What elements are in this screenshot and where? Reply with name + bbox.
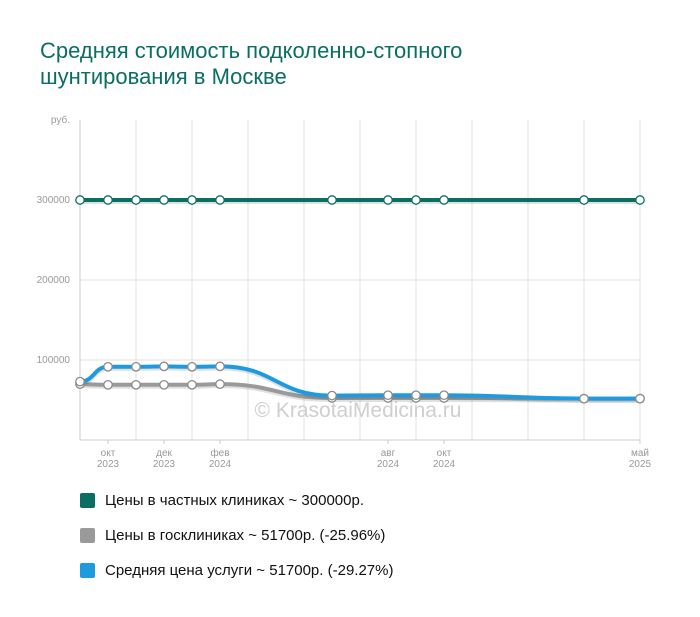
chart-legend: Цены в частных клиниках ~ 300000р. Цены в…: [80, 490, 393, 595]
data-point-series-1: [159, 379, 169, 390]
legend-label: Средняя цена услуги ~ 51700р. (-29.27%): [105, 561, 394, 579]
x-tick-year: 2024: [377, 459, 400, 470]
data-point-series-0: [635, 195, 645, 205]
legend-swatch: [80, 492, 95, 508]
y-tick-label: 100000: [37, 355, 71, 366]
data-point-series-1: [215, 379, 225, 390]
data-point-series-0: [103, 195, 113, 205]
data-point-series-0: [215, 195, 225, 205]
data-point-series-1: [131, 379, 141, 390]
x-tick-year: 2025: [629, 459, 652, 470]
data-point-series-2: [75, 376, 85, 387]
data-point-series-2: [439, 390, 449, 401]
legend-item[interactable]: Цены в частных клиниках ~ 300000р.: [80, 490, 393, 510]
data-point-series-1: [187, 379, 197, 390]
chart-grid: [80, 120, 641, 440]
data-point-series-2: [411, 390, 421, 401]
x-tick-year: 2024: [209, 459, 232, 470]
data-point-series-2: [383, 390, 393, 401]
data-point-series-0: [411, 195, 421, 205]
data-point-series-0: [383, 195, 393, 205]
data-point-series-0: [439, 195, 449, 205]
x-tick-month: фев: [210, 447, 229, 459]
chart-axes: 100000200000300000руб.окт2023дек2023фев2…: [37, 114, 652, 470]
x-tick-month: окт: [101, 448, 116, 459]
data-point-series-2: [131, 361, 141, 372]
data-point-series-2: [327, 390, 337, 401]
legend-item[interactable]: Средняя цена услуги ~ 51700р. (-29.27%): [80, 560, 393, 580]
data-point-series-2: [187, 361, 197, 372]
chart-title: Средняя стоимость подколенно-стопного шу…: [40, 38, 463, 89]
legend-item[interactable]: Цены в госклиниках ~ 51700р. (-25.96%): [80, 525, 393, 545]
x-tick-year: 2023: [97, 459, 120, 470]
legend-label: Цены в частных клиниках ~ 300000р.: [105, 491, 364, 509]
data-point-series-0: [159, 195, 169, 205]
data-point-series-2: [215, 361, 225, 372]
data-point-series-2: [579, 393, 589, 404]
y-tick-label: 300000: [37, 195, 71, 206]
data-point-series-0: [75, 195, 85, 205]
x-tick-month: май: [631, 448, 649, 459]
x-tick-year: 2024: [433, 459, 456, 470]
y-tick-label: 200000: [37, 275, 71, 286]
y-axis-unit-label: руб.: [51, 114, 70, 126]
legend-swatch: [80, 562, 95, 578]
x-tick-month: окт: [437, 448, 452, 459]
data-point-series-0: [579, 195, 589, 205]
x-tick-year: 2023: [153, 459, 176, 470]
data-point-series-2: [159, 361, 169, 372]
watermark: © KrasotaiMedicina.ru: [255, 399, 462, 422]
data-point-series-2: [103, 361, 113, 372]
data-point-series-0: [187, 195, 197, 205]
data-point-series-2: [635, 393, 645, 404]
legend-label: Цены в госклиниках ~ 51700р. (-25.96%): [105, 526, 386, 544]
x-tick-month: дек: [156, 448, 172, 459]
chart-markers: [75, 195, 645, 404]
data-point-series-1: [103, 379, 113, 390]
data-point-series-0: [131, 195, 141, 205]
legend-swatch: [80, 527, 95, 543]
x-tick-month: авг: [381, 448, 396, 459]
data-point-series-0: [327, 195, 337, 205]
